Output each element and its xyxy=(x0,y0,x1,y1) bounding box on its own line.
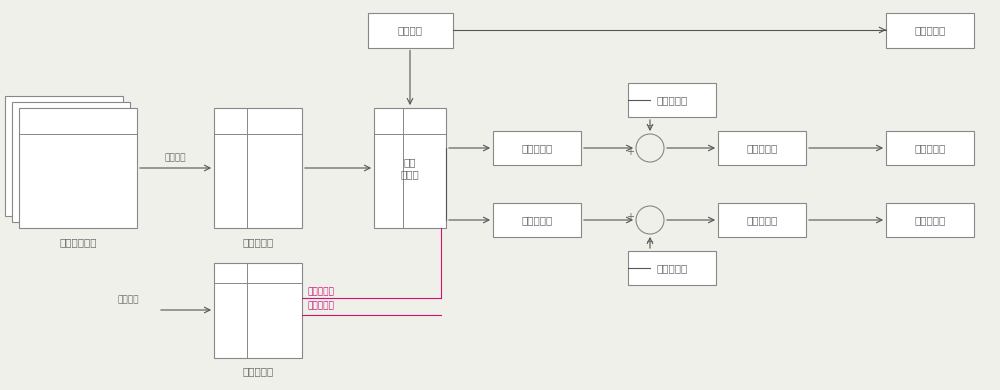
Bar xyxy=(19,108,137,228)
Text: 流量调节阀: 流量调节阀 xyxy=(914,215,946,225)
Bar xyxy=(718,131,806,165)
Text: 出钢时钟: 出钢时钟 xyxy=(398,25,422,35)
Text: 压力修正值: 压力修正值 xyxy=(307,287,334,296)
Bar xyxy=(5,96,123,216)
Text: −: − xyxy=(646,121,654,131)
Text: 钢种吹氩表库: 钢种吹氩表库 xyxy=(59,237,97,247)
Text: 流量检测值: 流量检测值 xyxy=(656,263,688,273)
Text: 压力设定值: 压力设定值 xyxy=(521,143,553,153)
Text: 压力调节阀: 压力调节阀 xyxy=(914,143,946,153)
Text: 流量控制器: 流量控制器 xyxy=(746,215,778,225)
Bar xyxy=(886,131,974,165)
Bar xyxy=(718,203,806,237)
Text: 压力控制器: 压力控制器 xyxy=(746,143,778,153)
Text: 流量修正值: 流量修正值 xyxy=(307,301,334,310)
Text: 吹氩切断阀: 吹氩切断阀 xyxy=(914,25,946,35)
Bar xyxy=(628,83,716,117)
Text: 流量设定值: 流量设定值 xyxy=(521,215,553,225)
Bar xyxy=(368,12,452,48)
Bar xyxy=(214,108,302,228)
Bar xyxy=(886,12,974,48)
Bar xyxy=(886,203,974,237)
Text: 钢种吹氩表: 钢种吹氩表 xyxy=(242,237,274,247)
Text: +: + xyxy=(626,147,634,157)
Text: 包龄修正表: 包龄修正表 xyxy=(242,367,274,376)
Text: +: + xyxy=(626,212,634,222)
Bar xyxy=(628,251,716,285)
Bar xyxy=(214,262,302,358)
Bar xyxy=(493,203,581,237)
Bar xyxy=(374,108,446,228)
Text: 执行
吹氩表: 执行 吹氩表 xyxy=(401,157,419,179)
Text: 钢包包龄: 钢包包龄 xyxy=(117,296,139,305)
Text: 压力检测值: 压力检测值 xyxy=(656,95,688,105)
Text: −: − xyxy=(646,237,654,247)
Bar xyxy=(493,131,581,165)
Text: 钢种牌号: 钢种牌号 xyxy=(165,154,186,163)
Bar xyxy=(12,102,130,222)
